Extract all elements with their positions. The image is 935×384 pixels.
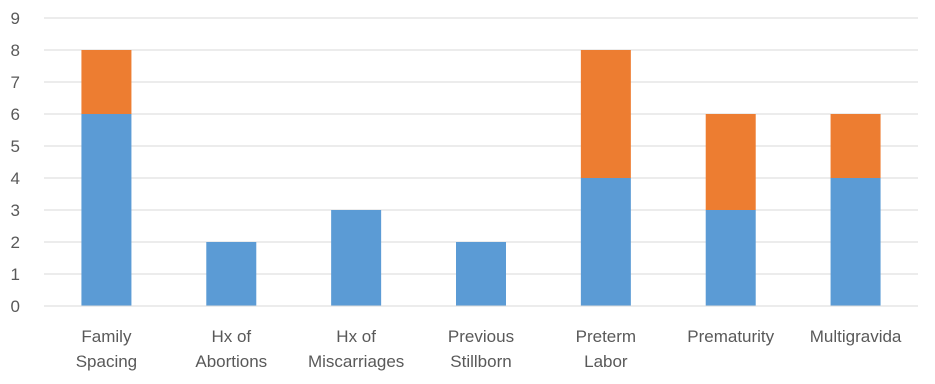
x-tick-label: Family Spacing	[76, 327, 137, 371]
bar-segment-series1-3	[456, 242, 506, 306]
x-tick-label-line: Previous	[448, 327, 514, 346]
y-tick-label: 9	[11, 9, 20, 28]
x-tick-label-line: Abortions	[195, 352, 267, 371]
x-tick-label-line: Preterm	[576, 327, 636, 346]
bar-segment-series2-5	[705, 114, 756, 210]
y-tick-label: 0	[11, 297, 20, 316]
bar-segment-series1-0	[81, 114, 132, 306]
y-tick-label: 4	[11, 169, 20, 188]
y-tick-label: 3	[11, 201, 20, 220]
x-tick-label-line: Hx of	[336, 327, 376, 346]
bar-segment-series1-1	[206, 242, 257, 306]
bar-segment-series2-4	[580, 50, 631, 178]
x-tick-label-line: Family	[81, 327, 132, 346]
x-tick-label-line: Labor	[584, 352, 628, 371]
bar-segment-series1-5	[705, 210, 756, 306]
bars	[81, 50, 881, 306]
y-tick-label: 7	[11, 73, 20, 92]
x-tick-label: Preterm Labor	[576, 327, 636, 371]
y-tick-label: 8	[11, 41, 20, 60]
x-tick-label-line: Hx of	[211, 327, 251, 346]
gridlines	[44, 17, 918, 275]
x-tick-label-line: Prematurity	[687, 327, 774, 346]
x-tick-label: Hx of Abortions	[195, 327, 267, 371]
y-tick-label: 2	[11, 233, 20, 252]
bar-segment-series1-6	[830, 178, 881, 306]
bar-segment-series1-4	[580, 178, 631, 306]
x-tick-label: Prematurity	[687, 327, 774, 346]
x-tick-label-line: Multigravida	[810, 327, 902, 346]
x-tick-label: Previous Stillborn	[448, 327, 514, 371]
y-tick-label: 6	[11, 105, 20, 124]
bar-segment-series1-2	[331, 210, 382, 306]
y-tick-label: 1	[11, 265, 20, 284]
bar-segment-series2-6	[830, 114, 881, 178]
x-tick-label: Multigravida	[810, 327, 902, 346]
x-tick-label: Hx of Miscarriages	[308, 327, 404, 371]
x-tick-label-line: Stillborn	[450, 352, 511, 371]
bar-segment-series2-0	[81, 50, 132, 114]
y-tick-label: 5	[11, 137, 20, 156]
x-tick-label-line: Spacing	[76, 352, 137, 371]
x-tick-label-line: Miscarriages	[308, 352, 404, 371]
